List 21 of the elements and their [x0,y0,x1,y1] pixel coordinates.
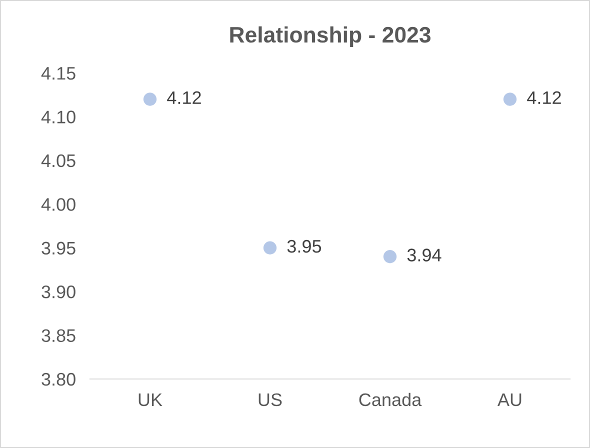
y-tick-label: 3.95 [42,242,76,255]
x-tick-label: Canada [359,392,422,406]
data-label: 3.95 [287,240,322,253]
point [143,92,157,106]
point [503,92,517,106]
y-tick-label: 4.10 [41,110,76,124]
x-tick-label: UK [138,394,162,406]
chart-title: Relationship - 2023 [230,26,430,48]
y-tick-label: 4.00 [41,198,76,211]
data-label: 4.12 [167,91,201,104]
y-tick-label: 3.90 [42,286,76,298]
point [263,241,277,254]
x-tick-label: US [258,393,282,406]
y-tick-label: 4.05 [41,154,76,168]
y-tick-label: 3.80 [42,372,76,386]
y-tick-label: 4.15 [41,67,76,80]
point [383,250,397,264]
data-label: 3.94 [407,248,442,262]
data-label: 4.12 [527,91,561,104]
y-tick-label: 3.85 [42,329,76,342]
x-tick-label: AU [497,394,522,406]
